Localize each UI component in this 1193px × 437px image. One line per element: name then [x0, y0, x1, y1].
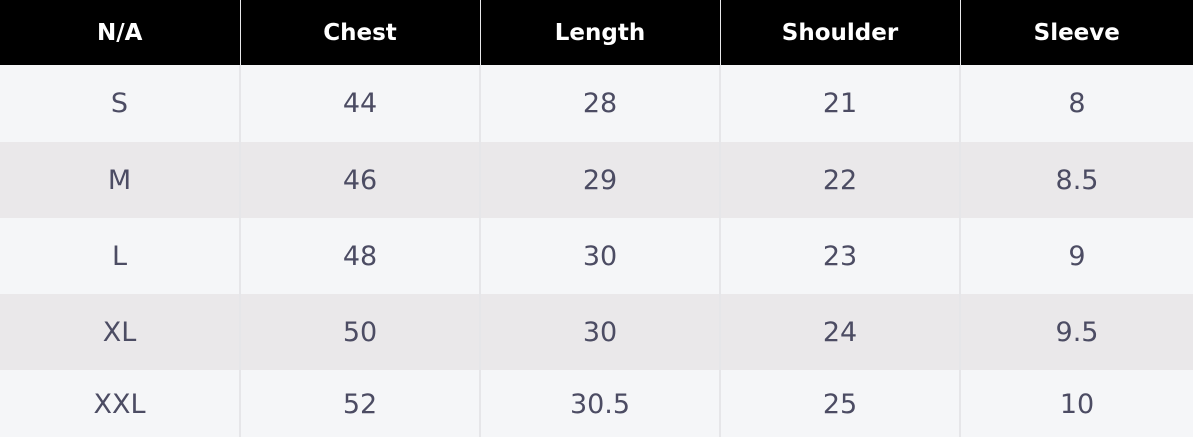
- cell-length: 29: [479, 142, 720, 218]
- cell-shoulder: 24: [719, 294, 960, 370]
- cell-sleeve: 8: [959, 65, 1193, 142]
- cell-size: L: [0, 218, 240, 294]
- cell-sleeve: 9: [959, 218, 1193, 294]
- cell-sleeve: 9.5: [959, 294, 1193, 370]
- header-row: N/A Chest Length Shoulder Sleeve: [0, 0, 1193, 65]
- table-row: XL 50 30 24 9.5: [0, 294, 1193, 370]
- cell-size: XL: [0, 294, 240, 370]
- cell-chest: 52: [239, 370, 480, 437]
- table-body: S 44 28 21 8 M 46 29 22 8.5 L 48 30 23 9…: [0, 65, 1193, 437]
- cell-shoulder: 25: [719, 370, 960, 437]
- cell-size: XXL: [0, 370, 240, 437]
- header-size: N/A: [0, 0, 240, 65]
- cell-chest: 46: [239, 142, 480, 218]
- header-chest: Chest: [239, 0, 480, 65]
- cell-chest: 44: [239, 65, 480, 142]
- cell-size: S: [0, 65, 240, 142]
- header-shoulder: Shoulder: [719, 0, 960, 65]
- cell-length: 30.5: [479, 370, 720, 437]
- table-row: S 44 28 21 8: [0, 65, 1193, 142]
- cell-chest: 50: [239, 294, 480, 370]
- table-header: N/A Chest Length Shoulder Sleeve: [0, 0, 1193, 65]
- cell-shoulder: 23: [719, 218, 960, 294]
- cell-sleeve: 10: [959, 370, 1193, 437]
- header-sleeve: Sleeve: [959, 0, 1193, 65]
- table-row: M 46 29 22 8.5: [0, 142, 1193, 218]
- cell-length: 30: [479, 218, 720, 294]
- cell-length: 28: [479, 65, 720, 142]
- cell-length: 30: [479, 294, 720, 370]
- cell-sleeve: 8.5: [959, 142, 1193, 218]
- cell-chest: 48: [239, 218, 480, 294]
- cell-shoulder: 21: [719, 65, 960, 142]
- table-row: L 48 30 23 9: [0, 218, 1193, 294]
- table-row: XXL 52 30.5 25 10: [0, 370, 1193, 437]
- cell-size: M: [0, 142, 240, 218]
- cell-shoulder: 22: [719, 142, 960, 218]
- header-length: Length: [479, 0, 720, 65]
